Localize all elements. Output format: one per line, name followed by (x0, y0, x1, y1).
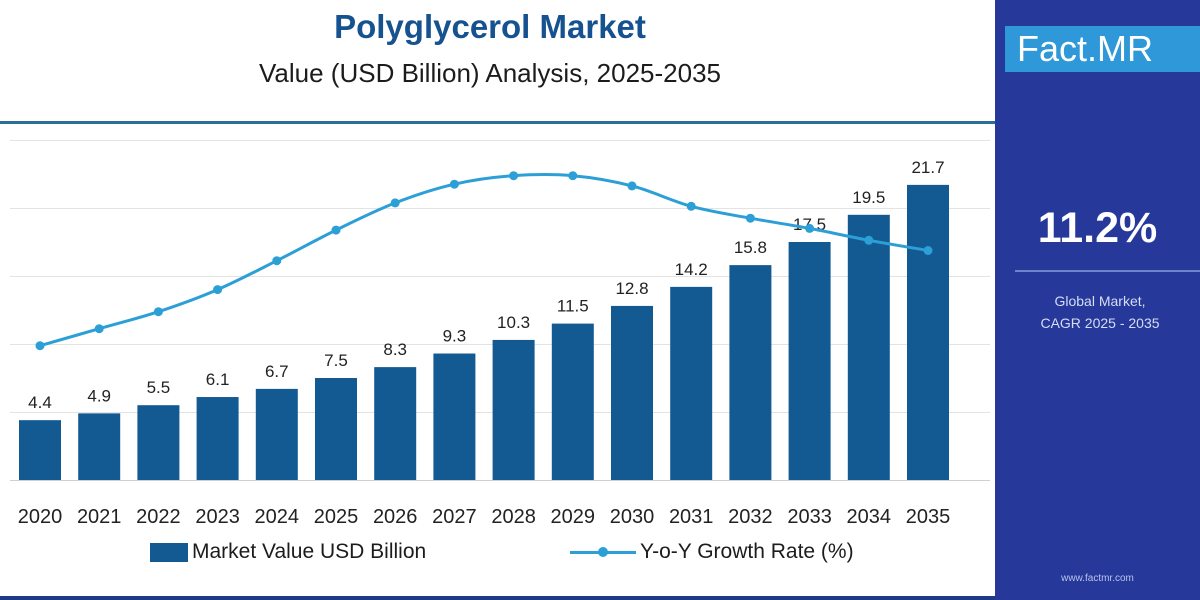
bar-2035 (907, 184, 949, 480)
growth-point-2025 (331, 225, 341, 235)
bar-2032 (729, 265, 772, 480)
x-tick-label-2032: 2032 (728, 506, 773, 528)
x-tick-label-2023: 2023 (195, 506, 240, 528)
chart-subtitle: Value (USD Billion) Analysis, 2025-2035 (259, 58, 721, 88)
bar-value-label-2025: 7.5 (324, 351, 348, 370)
bar-value-label-2026: 8.3 (383, 340, 407, 359)
growth-point-2032 (745, 213, 755, 223)
bar-2026 (374, 367, 417, 480)
growth-point-2021 (94, 324, 104, 334)
x-tick-label-2030: 2030 (610, 506, 655, 528)
bar-value-label-2022: 5.5 (147, 378, 171, 397)
growth-point-2029 (568, 171, 578, 181)
x-tick-label-2031: 2031 (669, 506, 714, 528)
bar-value-label-2032: 15.8 (734, 238, 767, 257)
bar-2033 (788, 242, 831, 480)
bar-value-label-2024: 6.7 (265, 362, 289, 381)
legend-bar-swatch (150, 542, 188, 562)
x-tick-label-2035: 2035 (906, 506, 951, 528)
cagr-label: Global Market, CAGR 2025 - 2035 (1005, 290, 1195, 334)
growth-point-2035 (923, 246, 933, 255)
x-tick-label-2026: 2026 (373, 506, 418, 528)
growth-point-2031 (686, 201, 696, 211)
bar-value-label-2031: 14.2 (675, 260, 708, 279)
growth-point-2023 (213, 285, 223, 295)
bar-value-label-2034: 19.5 (852, 188, 885, 207)
growth-point-2033 (805, 223, 815, 233)
bar-2029 (551, 323, 594, 480)
legend-line-label: Y-o-Y Growth Rate (%) (640, 540, 854, 563)
growth-point-2026 (390, 198, 400, 208)
cagr-label-line2: CAGR 2025 - 2035 (1040, 315, 1160, 331)
growth-point-2024 (272, 256, 282, 266)
x-tick-label-2021: 2021 (77, 506, 122, 528)
bar-2022 (137, 405, 180, 480)
side-panel: Fact.MR 11.2% Global Market, CAGR 2025 -… (995, 0, 1200, 600)
bar-2024 (255, 388, 298, 480)
growth-point-2034 (864, 235, 874, 245)
bar-value-label-2021: 4.9 (87, 386, 111, 405)
bar-2031 (670, 286, 713, 480)
bar-2034 (847, 214, 890, 481)
growth-point-2027 (449, 179, 459, 189)
bar-2027 (433, 353, 476, 480)
bottom-border (0, 596, 995, 600)
bar-value-label-2029: 11.5 (557, 297, 589, 316)
bar-value-label-2023: 6.1 (206, 370, 230, 389)
x-tick-label-2027: 2027 (432, 506, 477, 528)
x-tick-label-2025: 2025 (314, 506, 359, 528)
x-tick-label-2022: 2022 (136, 506, 181, 528)
bar-2023 (196, 397, 239, 480)
bar-2025 (315, 378, 357, 480)
cagr-label-line1: Global Market, (1054, 293, 1146, 309)
x-tick-label-2034: 2034 (847, 506, 892, 528)
website-url: www.factmr.com (1061, 573, 1134, 584)
bar-value-label-2020: 4.4 (28, 393, 52, 412)
x-tick-label-2024: 2024 (255, 506, 300, 528)
growth-point-2022 (153, 307, 163, 317)
x-tick-label-2029: 2029 (551, 506, 596, 528)
chart-title: Polyglycerol Market (334, 8, 646, 45)
growth-rate-line (39, 173, 929, 348)
legend-item-bars: Market Value USD Billion (150, 540, 426, 564)
legend-bar-label: Market Value USD Billion (192, 540, 427, 563)
growth-point-2030 (627, 181, 637, 191)
bar-2028 (492, 339, 535, 480)
x-tick-label-2020: 2020 (18, 506, 63, 528)
legend-item-line: Y-o-Y Growth Rate (%) (570, 540, 854, 564)
bar-value-label-2035: 21.7 (911, 158, 944, 177)
factmr-logo: Fact.MR (1005, 26, 1200, 72)
bar-value-label-2027: 9.3 (443, 327, 467, 346)
header-divider (0, 121, 995, 124)
bar-value-label-2028: 10.3 (497, 313, 530, 332)
side-divider (1015, 270, 1200, 272)
growth-point-2028 (509, 171, 519, 181)
bar-2021 (78, 413, 121, 480)
chart-area: Polyglycerol Market Value (USD Billion) … (0, 8, 995, 600)
bar-2020 (19, 420, 61, 480)
legend-line-swatch (570, 542, 636, 562)
plot-svg: 4.4 2020 4.9 2021 5.5 2022 6.1 2023 6.7 2024 7.5 20… (10, 140, 990, 528)
x-tick-label-2033: 2033 (787, 506, 832, 528)
bar-value-label-2030: 12.8 (615, 279, 648, 298)
growth-point-2020 (35, 341, 45, 351)
cagr-value: 11.2% (1037, 204, 1158, 252)
bar-2030 (611, 305, 653, 480)
x-tick-label-2028: 2028 (491, 506, 536, 528)
